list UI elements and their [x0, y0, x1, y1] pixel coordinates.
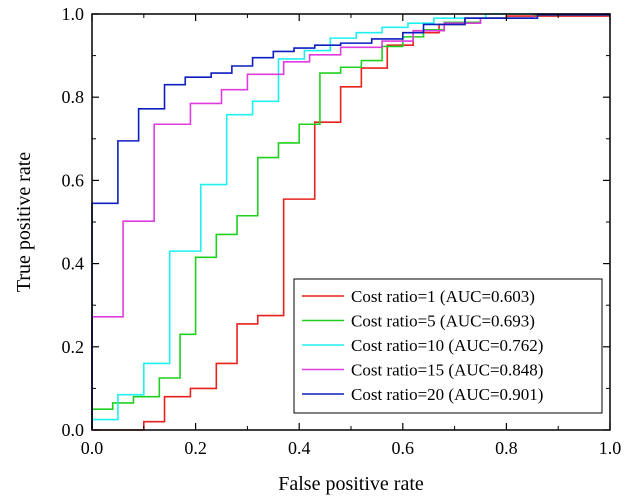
y-tick-label: 0.2	[62, 337, 85, 357]
y-tick-label: 0.4	[62, 254, 85, 274]
series-line-3	[91, 13, 610, 430]
x-tick-label: 0.4	[288, 438, 311, 458]
x-tick-label: 0.2	[184, 438, 207, 458]
legend-label-2: Cost ratio=5 (AUC=0.693)	[351, 312, 535, 331]
x-tick-label: 0.6	[392, 438, 415, 458]
series-line-4	[91, 13, 610, 430]
legend-label-4: Cost ratio=15 (AUC=0.848)	[351, 361, 543, 380]
series-line-5	[91, 14, 610, 430]
y-axis-label: True positive rate	[13, 152, 35, 292]
series-line-2	[91, 14, 610, 430]
legend-label-3: Cost ratio=10 (AUC=0.762)	[351, 336, 543, 355]
x-tick-label: 0.8	[495, 438, 518, 458]
legend-label-5: Cost ratio=20 (AUC=0.901)	[351, 385, 543, 404]
series-lines	[91, 13, 610, 431]
y-tick-label: 0.6	[62, 170, 85, 190]
y-tick-label: 0.0	[62, 420, 85, 440]
legend-box	[293, 278, 603, 414]
axis-ticks: 0.0 0.2 0.4 0.6 0.8 1.0 0.0 0.2 0.4 0.6 0.8 1.0	[62, 4, 622, 458]
legend-label-1: Cost ratio=1 (AUC=0.603)	[351, 287, 535, 306]
legend: Cost ratio=1 (AUC=0.603) Cost ratio=5 (AU…	[293, 278, 603, 414]
x-tick-label: 0.0	[81, 438, 104, 458]
y-tick-label: 1.0	[62, 4, 85, 24]
series-line-1	[92, 15, 610, 431]
y-tick-label: 0.8	[62, 87, 85, 107]
x-axis-label: False positive rate	[278, 473, 424, 495]
x-tick-label: 1.0	[599, 438, 622, 458]
